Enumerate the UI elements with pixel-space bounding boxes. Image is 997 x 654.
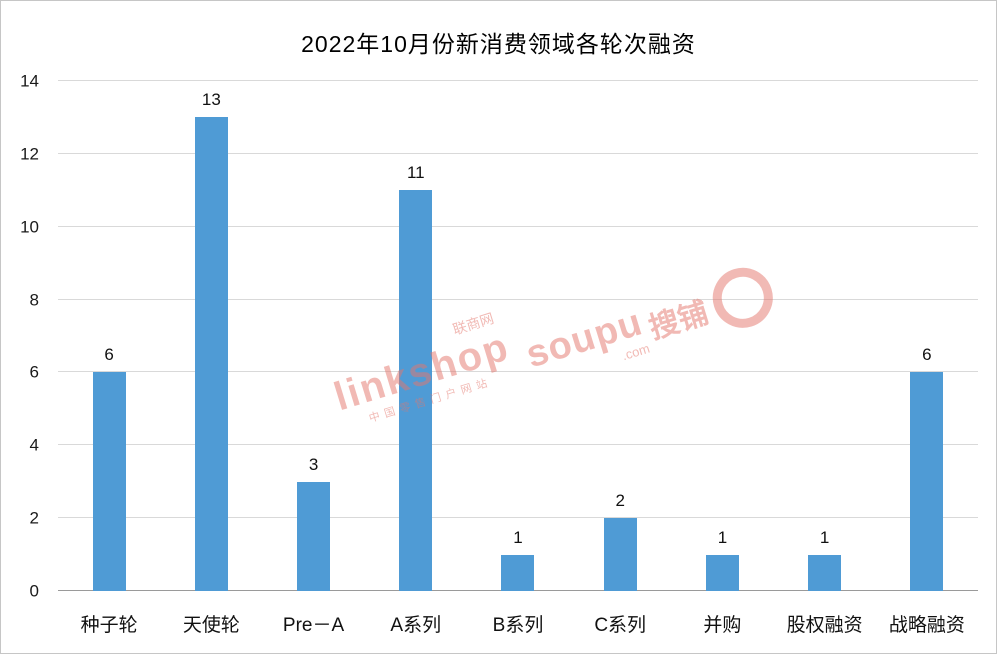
bar-value-label: 2 [615, 491, 625, 511]
bar: 3 [297, 456, 331, 591]
x-axis-labels: 种子轮 天使轮 Pre－A A系列 B系列 C系列 并购 股权融资 战略融资 [58, 610, 978, 637]
bar: 6 [92, 346, 126, 591]
bar-value-label: 11 [406, 163, 425, 183]
bar: 13 [194, 91, 228, 591]
bar: 1 [705, 529, 739, 591]
bar-value-label: 6 [104, 345, 114, 365]
y-tick-label: 12 [20, 144, 39, 164]
y-axis: 0 2 4 6 8 10 12 14 [1, 73, 49, 600]
bar: 1 [808, 529, 842, 591]
bar-value-label: 6 [922, 345, 932, 365]
bars-row: 6 13 3 11 1 2 1 1 6 [58, 81, 978, 591]
gridline [58, 517, 978, 519]
y-tick-label: 4 [29, 435, 39, 455]
bar: 1 [501, 529, 535, 591]
y-tick-label: 8 [29, 290, 39, 310]
x-category-label: C系列 [594, 615, 647, 636]
gridline [58, 152, 978, 154]
x-category-label: 天使轮 [182, 615, 240, 636]
y-tick-label: 10 [20, 217, 39, 237]
bar-slot: 6 [58, 81, 160, 591]
y-tick-label: 2 [29, 508, 39, 528]
bar-slot: 2 [569, 81, 671, 591]
gridline [58, 225, 978, 227]
gridline [58, 80, 978, 81]
bar-slot: 11 [365, 81, 467, 591]
x-category-label: 并购 [703, 615, 742, 636]
gridline [58, 298, 978, 300]
y-tick-label: 6 [29, 362, 39, 382]
gridline [58, 444, 978, 446]
x-category-label: B系列 [492, 615, 544, 636]
bar: 6 [910, 346, 944, 591]
bar-value-label: 1 [819, 527, 830, 547]
bar-value-label: 3 [308, 454, 319, 474]
bar-slot: 1 [774, 81, 876, 591]
x-category-label: 种子轮 [80, 615, 138, 636]
plot-area: 6 13 3 11 1 2 1 1 6 [58, 80, 978, 591]
gridline [58, 371, 978, 373]
bar-slot: 13 [160, 81, 262, 591]
bar-slot: 3 [262, 81, 364, 591]
x-category-label: 战略融资 [888, 615, 965, 636]
bar: 2 [603, 492, 637, 591]
bar-slot: 1 [467, 81, 569, 591]
x-category-label: 股权融资 [786, 615, 863, 636]
bar-slot: 1 [671, 81, 773, 591]
bar-value-label: 1 [513, 527, 523, 547]
bar: 11 [399, 164, 433, 591]
x-category-label: A系列 [390, 615, 442, 636]
y-tick-label: 0 [29, 581, 39, 601]
chart-title: 2022年10月份新消费领域各轮次融资 [301, 31, 696, 57]
bar-slot: 6 [876, 81, 978, 591]
bar-value-label: 1 [717, 527, 728, 547]
bar-value-label: 13 [201, 90, 221, 110]
y-tick-label: 14 [20, 71, 39, 91]
x-category-label: Pre－A [282, 615, 345, 636]
